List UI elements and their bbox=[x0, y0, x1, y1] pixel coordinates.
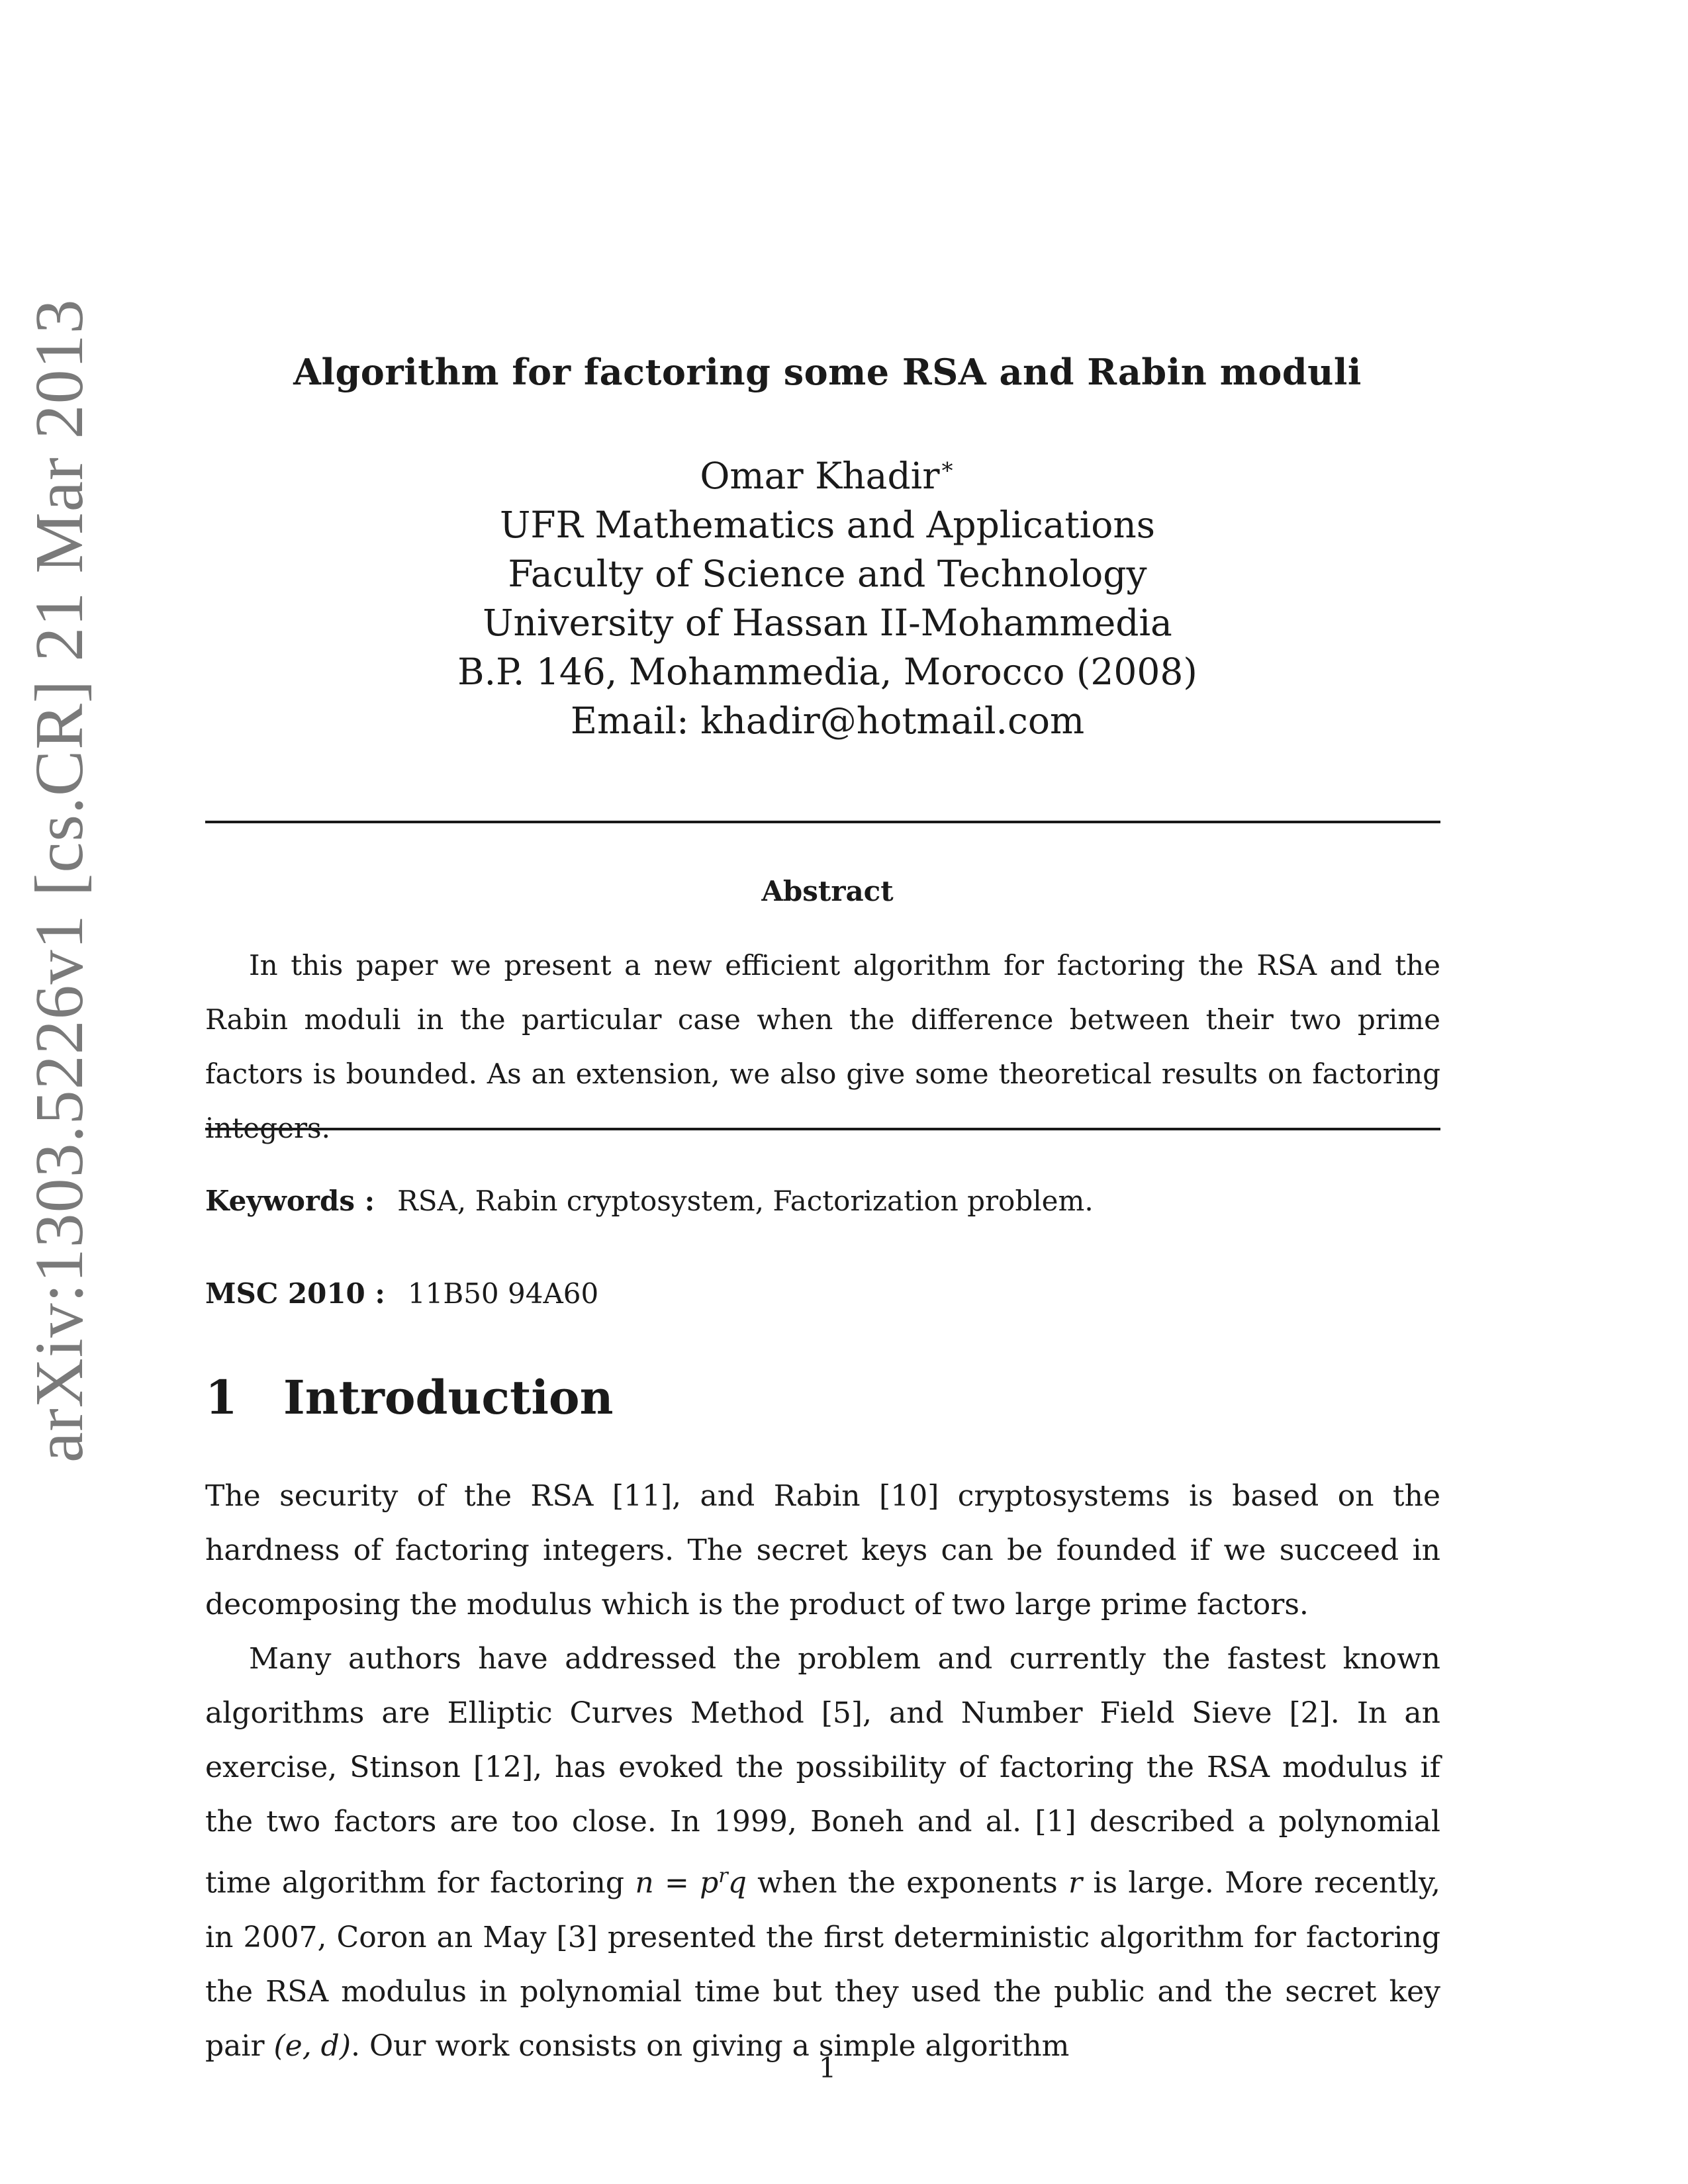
keywords-label: Keywords : bbox=[205, 1185, 375, 1217]
abstract-top-rule bbox=[205, 821, 1440, 823]
paragraph: The security of the RSA [11], and Rabin … bbox=[205, 1479, 1440, 1621]
section-heading: 1 Introduction bbox=[205, 1370, 614, 1425]
msc-label: MSC 2010 : bbox=[205, 1277, 385, 1310]
keywords-value: RSA, Rabin cryptosystem, Factorization p… bbox=[397, 1185, 1094, 1217]
abstract-bottom-rule bbox=[205, 1128, 1440, 1130]
abstract-text: In this paper we present a new efficient… bbox=[205, 949, 1440, 1144]
affiliation-line: UFR Mathematics and Applications bbox=[500, 504, 1155, 546]
author-name-line: Omar Khadir∗ bbox=[0, 442, 1655, 500]
keywords: Keywords : RSA, Rabin cryptosystem, Facto… bbox=[205, 1185, 1094, 1217]
paper-title: Algorithm for factoring some RSA and Rab… bbox=[293, 351, 1362, 393]
address-line: B.P. 146, Mohammedia, Morocco (2008) bbox=[457, 651, 1197, 693]
footnote-mark: ∗ bbox=[939, 453, 955, 480]
author-block: Omar Khadir∗ UFR Mathematics and Applica… bbox=[0, 442, 1655, 745]
author-name: Omar Khadir bbox=[700, 455, 940, 497]
section-title: Introduction bbox=[283, 1370, 614, 1425]
body-text: The security of the RSA [11], and Rabin … bbox=[205, 1469, 1440, 2073]
abstract-heading: Abstract bbox=[761, 875, 894, 907]
affiliation-line: University of Hassan II-Mohammedia bbox=[483, 602, 1172, 644]
msc-classification: MSC 2010 : 11B50 94A60 bbox=[205, 1277, 598, 1310]
section-number: 1 bbox=[205, 1370, 238, 1425]
page-number: 1 bbox=[818, 2052, 837, 2084]
paragraph: Many authors have addressed the problem … bbox=[205, 1642, 1440, 2063]
msc-value: 11B50 94A60 bbox=[407, 1277, 599, 1310]
email-line: Email: khadir@hotmail.com bbox=[570, 700, 1085, 742]
affiliation-line: Faculty of Science and Technology bbox=[508, 553, 1147, 595]
